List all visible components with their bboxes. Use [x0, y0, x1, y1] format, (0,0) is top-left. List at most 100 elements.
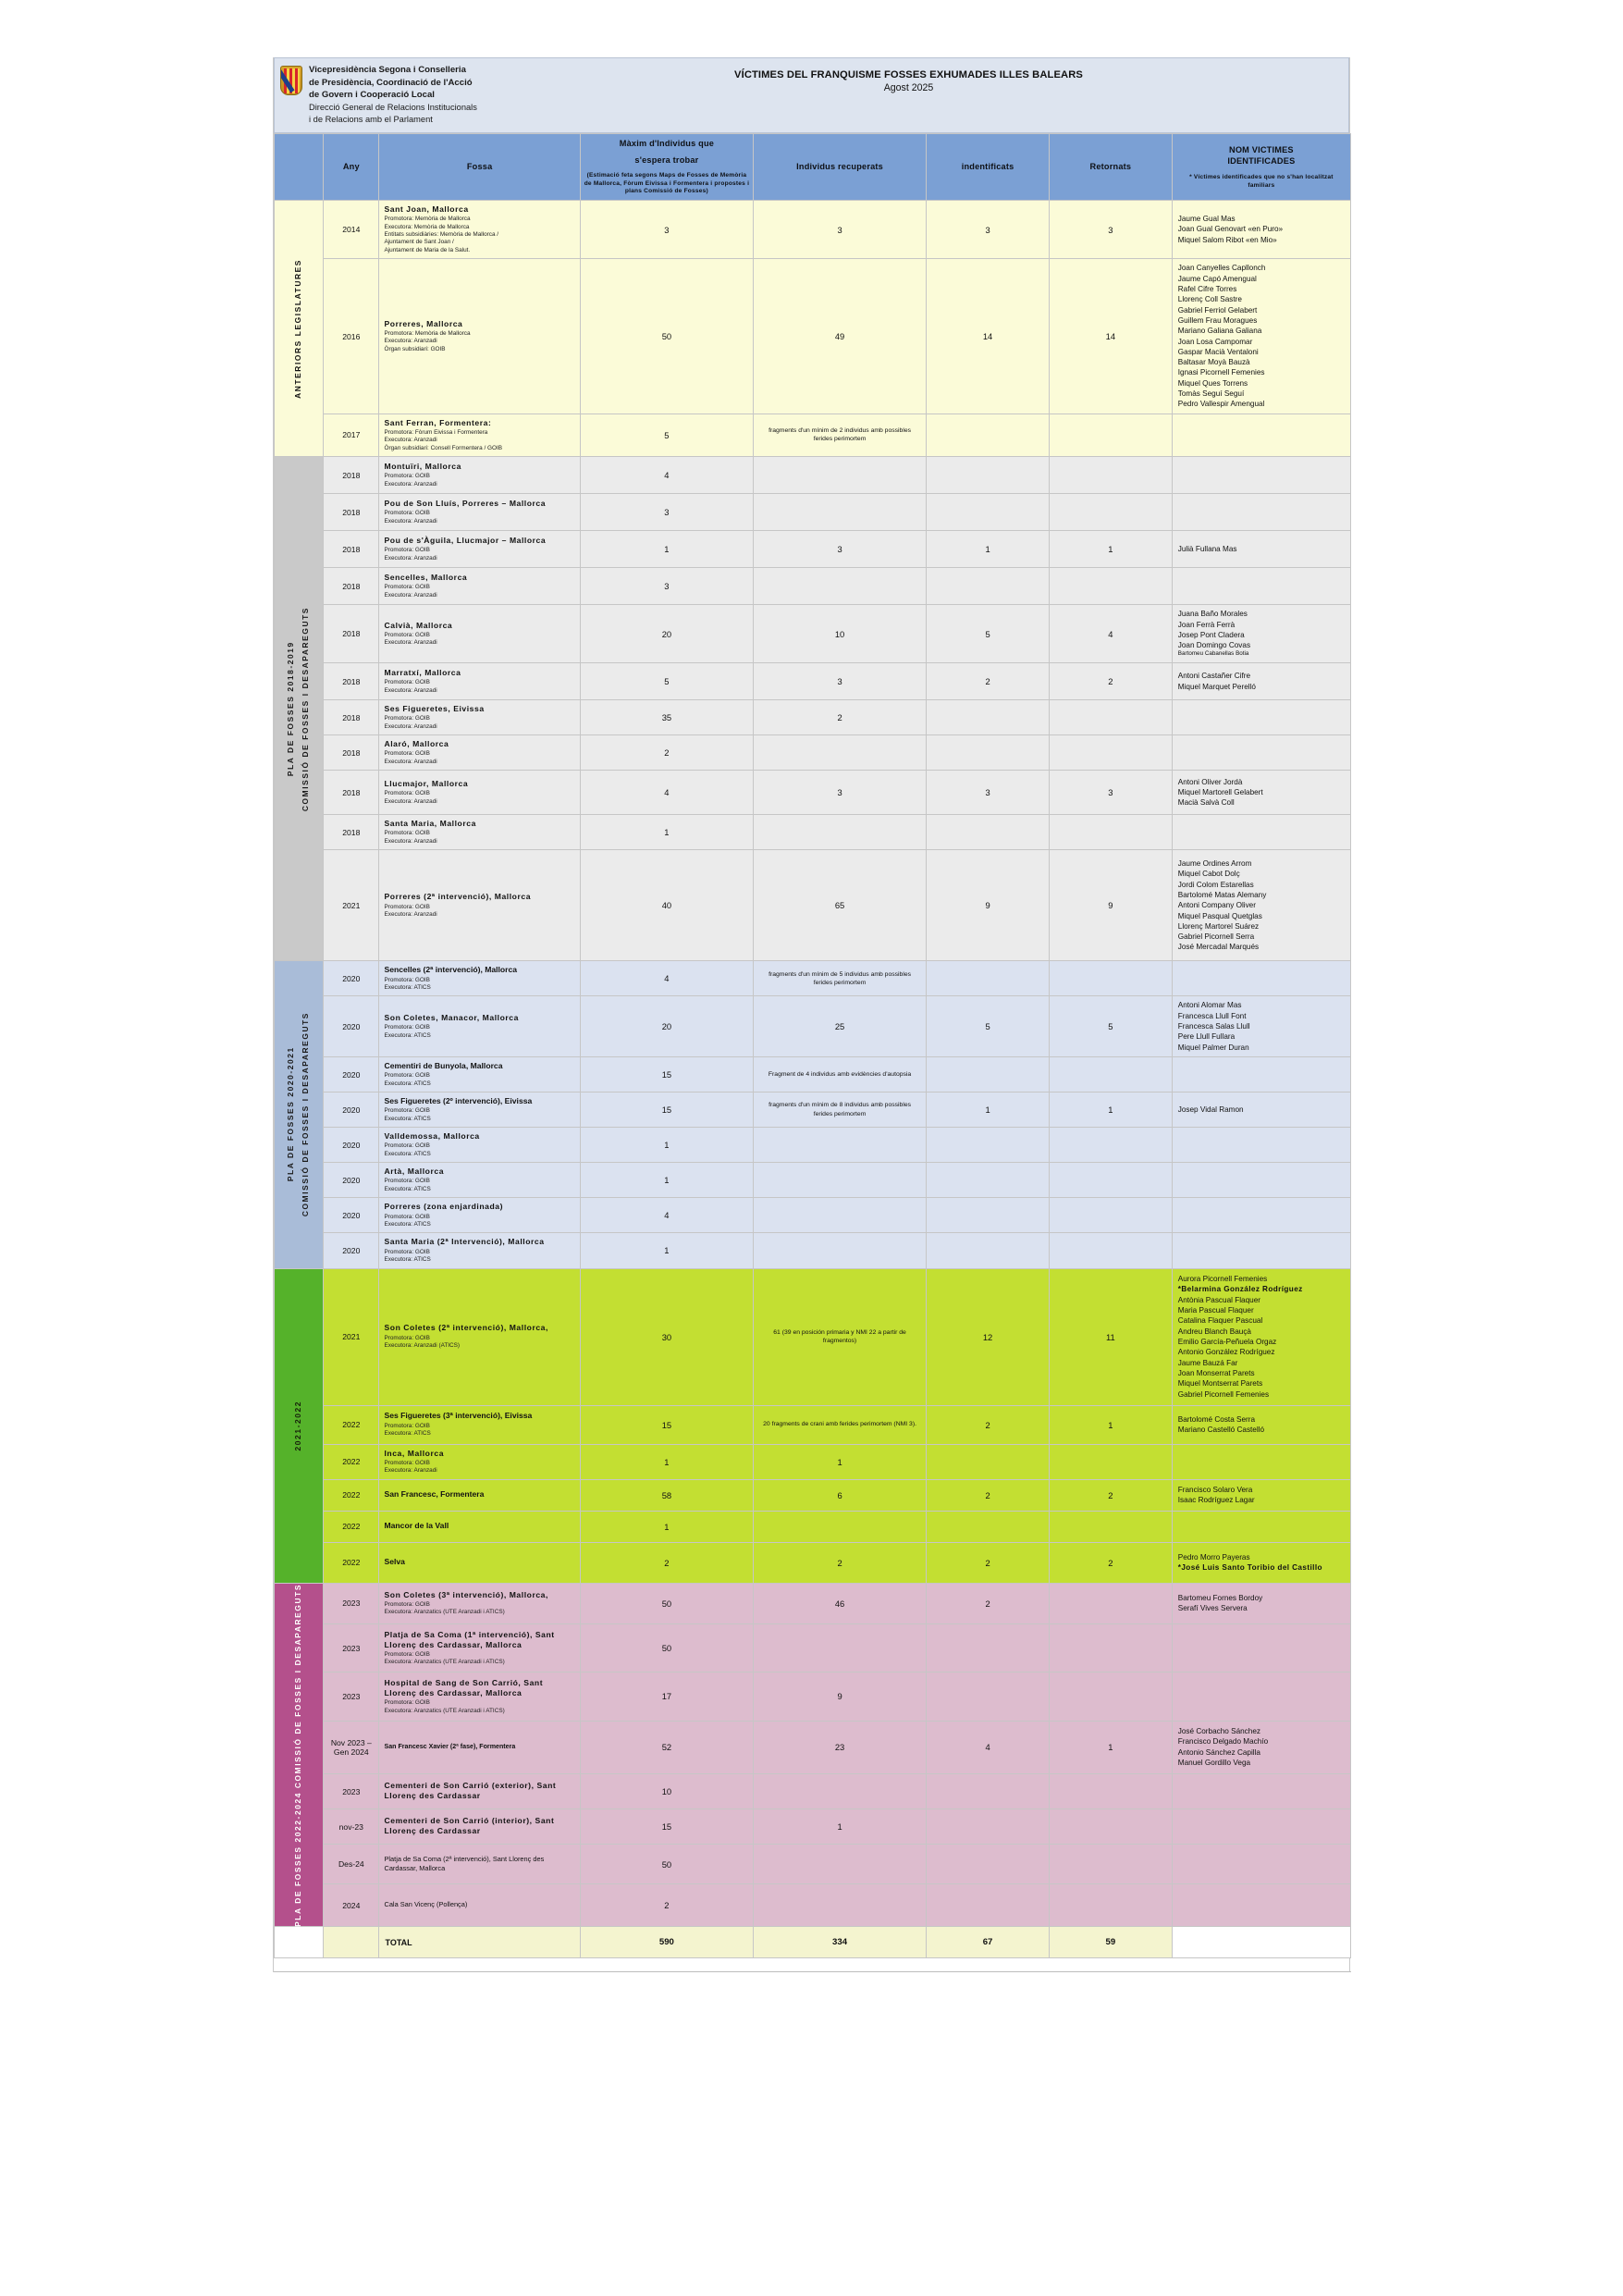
- cell-max: 1: [579, 1127, 754, 1164]
- fossa-name: Santa Maria, Mallorca: [384, 819, 476, 829]
- fossa-detail: Executora: ATICS: [384, 1256, 431, 1264]
- fossa-detail: Promotora: GOIB: [384, 1178, 430, 1185]
- table-row: 2018 Sencelles, Mallorca Promotora: GOIB Ex…: [275, 567, 1352, 606]
- victim-name: Miquel Marquet Perelló: [1177, 682, 1256, 691]
- cell-retornats: [1048, 1773, 1173, 1810]
- cell-retornats: [1048, 1232, 1173, 1269]
- cell-recuperats: 25: [752, 995, 928, 1058]
- cell-noms-victimes: [1171, 1672, 1352, 1722]
- fossa-detail: Executora: Aranzadi: [384, 480, 437, 488]
- fossa-detail: Promotora: GOIB: [384, 1699, 430, 1707]
- cell-fossa: Inca, Mallorca Promotora: GOIB Executora: …: [378, 1443, 581, 1480]
- table-row: 2018 Santa Maria, Mallorca Promotora: GOIB…: [275, 814, 1352, 851]
- fossa-name: Marratxí, Mallorca: [384, 668, 461, 678]
- table-row: 2020 Santa Maria (2ª Intervenció), Mallor…: [275, 1232, 1352, 1269]
- table-row: 2018 Marratxí, Mallorca Promotora: GOIB Exe…: [275, 662, 1352, 701]
- fossa-name: Platja de Sa Coma (1ª intervenció), Sant…: [384, 1629, 555, 1649]
- cell-any: 2022: [323, 1478, 380, 1512]
- cell-any: 2020: [323, 960, 380, 997]
- cell-fossa: Son Coletes (3ª intervenció), Mallorca, P…: [378, 1582, 581, 1625]
- cell-recuperats: 20 fragments de crani amb ferides perimo…: [752, 1404, 928, 1445]
- victim-name: Baltasar Moyà Bauzà: [1177, 358, 1250, 367]
- cell-any: 2020: [323, 1162, 380, 1199]
- cell-max: 1: [579, 1162, 754, 1199]
- fossa-name: Porreres (2ª intervenció), Mallorca: [384, 892, 532, 902]
- cell-recuperats: [752, 814, 928, 851]
- cell-retornats: 2: [1048, 1478, 1173, 1512]
- col-band: [273, 133, 325, 201]
- total-recuperats: 334: [752, 1926, 928, 1959]
- cell-identificats: 3: [926, 199, 1050, 260]
- cell-fossa: Marratxí, Mallorca Promotora: GOIB Executo…: [378, 662, 581, 701]
- cell-max: 3: [579, 199, 754, 260]
- cell-max: 15: [579, 1808, 754, 1845]
- document-header: Vicepresidència Segona i Conselleria de …: [274, 57, 1349, 133]
- cell-fossa: Sant Joan, Mallorca Promotora: Memòria de…: [378, 199, 581, 260]
- section-band-pla-2018-2019: PLA DE FOSSES 2018-2019 COMISSIÓ DE FOSS…: [273, 456, 325, 962]
- fossa-detail: Promotora: Memòria de Mallorca: [384, 329, 471, 337]
- fossa-detail: Promotora: GOIB: [384, 631, 430, 638]
- fossa-name: Sant Joan, Mallorca: [384, 204, 469, 214]
- table-row: 2018 Llucmajor, Mallorca Promotora: GOIB Ex…: [275, 770, 1352, 816]
- table-row: Des-24 Platja de Sa Coma (2ª intervenció)…: [275, 1844, 1352, 1884]
- fossa-name: Ses Figueretes (2º intervenció), Eivissa: [384, 1096, 533, 1106]
- cell-max: 10: [579, 1773, 754, 1810]
- fossa-name: Ses Figueretes (3ª intervenció), Eivissa: [384, 1411, 533, 1421]
- cell-max: 30: [579, 1267, 754, 1406]
- col-retornats: Retornats: [1048, 133, 1173, 201]
- cell-fossa: Son Coletes (2ª intervenció), Mallorca, P…: [378, 1267, 581, 1406]
- victim-name: Andreu Blanch Bauçà: [1177, 1327, 1251, 1336]
- victim-name: *Belarmina González Rodríguez: [1177, 1285, 1303, 1294]
- victim-name: Ignasi Picornell Femenies: [1177, 368, 1265, 377]
- cell-noms-victimes: [1171, 1510, 1352, 1543]
- cell-recuperats: fragments d'un mínim de 2 individus amb …: [752, 413, 928, 458]
- cell-fossa: Artà, Mallorca Promotora: GOIB Executora: …: [378, 1162, 581, 1199]
- cell-any: 2016: [323, 258, 380, 414]
- fossa-name: Ses Figueretes, Eivissa: [384, 704, 485, 714]
- table-row: 2018 Pou de s'Àguila, Llucmajor – Mallorc…: [275, 530, 1352, 569]
- fossa-detail: Promotora: GOIB: [384, 584, 430, 591]
- cell-fossa: Sencelles, Mallorca Promotora: GOIB Execut…: [378, 567, 581, 606]
- fossa-detail: Promotora: GOIB: [384, 1248, 430, 1255]
- cell-max: 20: [579, 995, 754, 1058]
- fossa-detail: Executora: Aranzadi: [384, 758, 437, 765]
- cell-retornats: [1048, 814, 1173, 851]
- table-row: PLA DE FOSSES 2020-2021 COMISSIÓ DE FOSS…: [273, 960, 1352, 1269]
- cell-identificats: [926, 1773, 1050, 1810]
- cell-recuperats: 3: [752, 662, 928, 701]
- cell-any: 2014: [323, 199, 380, 260]
- table-row: nov-23 Cementeri de Son Carrió (interior)…: [275, 1808, 1352, 1845]
- cell-noms-victimes: Antoni Castañer Cifre Miquel Marquet Pere…: [1171, 662, 1352, 701]
- cell-noms-victimes: Pedro Morro Payeras *José Luis Santo Tori…: [1171, 1541, 1352, 1584]
- cell-max: 2: [579, 734, 754, 772]
- victim-name: Serafí Vives Servera: [1177, 1604, 1248, 1613]
- cell-fossa: Sant Ferran, Formentera: Promotora: Fòrum…: [378, 413, 581, 458]
- fossa-detail: Executora: Aranzadi: [384, 591, 437, 599]
- cell-max: 15: [579, 1404, 754, 1445]
- cell-noms-victimes: Julià Fullana Mas: [1171, 530, 1352, 569]
- cell-identificats: [926, 1232, 1050, 1269]
- table-row: 2018 Ses Figueretes, Eivissa Promotora: GO…: [275, 699, 1352, 736]
- cell-any: 2023: [323, 1672, 380, 1722]
- cell-any: 2020: [323, 1092, 380, 1129]
- cell-recuperats: [752, 1232, 928, 1269]
- cell-identificats: 14: [926, 258, 1050, 414]
- cell-recuperats: [752, 1882, 928, 1928]
- table-row: 2018 Pou de Son Lluís, Porreres – Mallorc…: [275, 493, 1352, 532]
- fossa-name: Sencelles (2ª intervenció), Mallorca: [384, 965, 518, 975]
- table-row: 2022 Inca, Mallorca Promotora: GOIB Executo…: [275, 1443, 1352, 1480]
- cell-noms-victimes: [1171, 734, 1352, 772]
- cell-recuperats: 3: [752, 199, 928, 260]
- cell-max: 50: [579, 258, 754, 414]
- total-retornats: 59: [1048, 1926, 1173, 1959]
- victim-name: Llorenç Coll Sastre: [1177, 295, 1242, 304]
- victim-name: Catalina Flaquer Pascual: [1177, 1316, 1263, 1326]
- balearic-islands-crest-icon: [280, 66, 302, 95]
- cell-max: 1: [579, 1510, 754, 1543]
- cell-identificats: 2: [926, 1478, 1050, 1512]
- fossa-detail: Òrgan subsidiari: Consell Formentera / G…: [384, 444, 502, 451]
- total-max: 590: [579, 1926, 754, 1959]
- fossa-detail: Promotora: GOIB: [384, 1024, 430, 1031]
- cell-retornats: 1: [1048, 1720, 1173, 1775]
- cell-any: 2020: [323, 1197, 380, 1234]
